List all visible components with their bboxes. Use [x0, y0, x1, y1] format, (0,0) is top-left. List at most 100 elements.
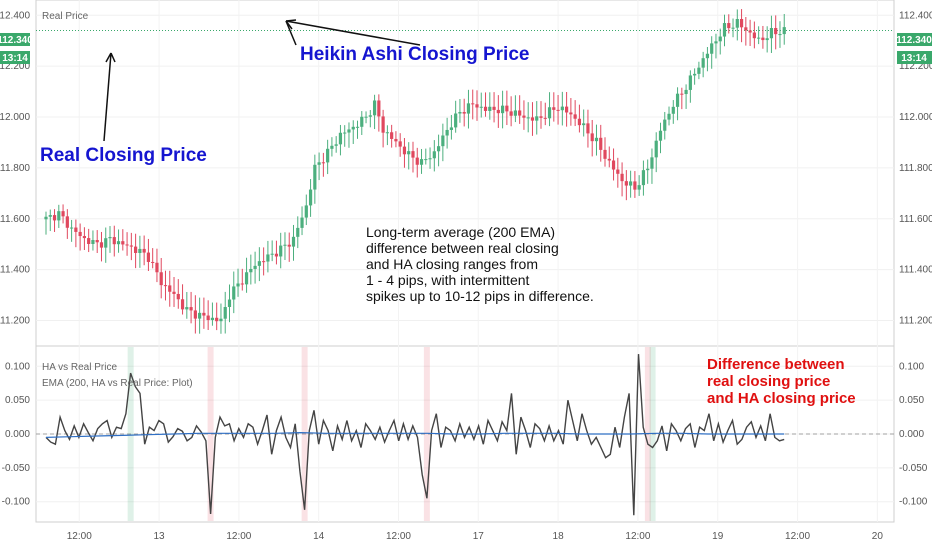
price-axis-tick-right: 111.600: [899, 214, 932, 225]
candle-body: [172, 291, 176, 294]
candle-body: [296, 227, 300, 237]
time-axis-tick: 12:00: [785, 531, 810, 542]
candle-body: [308, 189, 313, 206]
candle-body: [620, 173, 624, 182]
candle-body: [74, 227, 78, 232]
candle-body: [185, 307, 189, 310]
candle-body: [91, 240, 95, 244]
candle-body: [769, 28, 774, 39]
price-pane-frame: [35, 0, 895, 347]
candle-body: [582, 123, 586, 126]
candle-body: [159, 272, 163, 286]
candle-body: [206, 315, 210, 321]
candle-body: [714, 41, 718, 44]
candle-body: [650, 157, 654, 169]
diff-line: and HA closing price: [707, 390, 856, 407]
highlight-band: [301, 347, 308, 521]
candle-body: [338, 132, 343, 145]
candle-body: [227, 299, 232, 308]
candle-body: [693, 73, 697, 76]
price-axis-tick-right: 111.400: [899, 265, 932, 276]
ema-note: Long-term average (200 EMA) difference b…: [366, 224, 594, 304]
candle-body: [727, 23, 731, 29]
candle-body: [458, 112, 462, 114]
candle-body: [82, 236, 87, 239]
candle-body: [492, 106, 496, 110]
candle-body: [274, 253, 279, 257]
candle-body: [466, 103, 471, 114]
candle-body: [360, 116, 364, 127]
candle-body: [471, 103, 475, 105]
candle-body: [556, 109, 560, 111]
candle-body: [210, 317, 215, 321]
candle-body: [236, 283, 240, 287]
candle-body: [180, 299, 185, 310]
current-time-badge-right: 13:14: [897, 51, 932, 64]
note-line: spikes up to 10-12 pips in difference.: [366, 288, 594, 304]
candle-body: [522, 115, 526, 118]
candle-body: [500, 105, 505, 114]
candle-body: [223, 307, 227, 319]
candle-body: [441, 135, 445, 147]
candle-body: [321, 162, 325, 164]
candle-body: [198, 312, 202, 319]
candle-body: [151, 261, 155, 263]
candle-body: [121, 241, 125, 245]
candle-body: [138, 248, 142, 253]
candle-body: [646, 168, 650, 171]
price-axis-tick-left: 111.800: [0, 163, 30, 174]
candle-body: [565, 106, 569, 113]
indicator-axis-tick-right: -0.100: [899, 497, 928, 508]
candle-body: [330, 145, 334, 149]
price-axis-tick-left: 112.200: [0, 61, 30, 72]
candle-body: [355, 126, 360, 128]
candle-body: [189, 307, 193, 311]
candle-body: [57, 211, 61, 221]
candle-body: [701, 58, 705, 68]
candle-body: [279, 245, 283, 257]
candle-body: [735, 19, 739, 28]
candle-body: [436, 146, 441, 152]
diff-line: Difference between: [707, 356, 845, 373]
diff-line: real closing price: [707, 373, 830, 390]
candle-body: [112, 237, 116, 245]
candle-body: [78, 231, 82, 237]
indicator-axis-tick-right: 0.000: [899, 429, 924, 440]
candle-body: [761, 37, 765, 41]
candle-body: [402, 146, 407, 155]
candle-body: [372, 100, 377, 116]
candle-body: [116, 241, 121, 245]
candle-body: [48, 215, 52, 217]
candle-body: [586, 123, 590, 134]
candle-body: [569, 112, 573, 115]
candle-body: [505, 105, 509, 112]
candle-body: [385, 132, 389, 134]
candle-body: [65, 216, 69, 228]
candle-body: [577, 118, 582, 126]
indicator-axis-tick-right: -0.050: [899, 463, 928, 474]
candle-body: [249, 268, 253, 273]
candle-body: [560, 106, 564, 111]
candle-body: [765, 38, 769, 41]
candle-body: [193, 310, 197, 319]
candle-body: [629, 181, 633, 186]
candle-body: [616, 169, 620, 174]
note-line: and HA closing ranges from: [366, 256, 538, 272]
candle-body: [390, 132, 394, 139]
candle-body: [219, 318, 223, 322]
price-axis-tick-right: 112.000: [899, 112, 932, 123]
price-axis-tick-left: 111.400: [0, 265, 30, 276]
candle-body: [343, 132, 347, 134]
candle-body: [317, 162, 321, 165]
time-axis-tick: 18: [553, 531, 565, 542]
candle-body: [590, 133, 594, 142]
candle-body: [104, 238, 108, 248]
candle-body: [240, 283, 244, 285]
candle-body: [739, 19, 744, 28]
candle-body: [326, 148, 330, 163]
candle-body: [142, 248, 146, 253]
price-axis-tick-right: 111.200: [899, 316, 932, 327]
candle-body: [488, 106, 492, 111]
